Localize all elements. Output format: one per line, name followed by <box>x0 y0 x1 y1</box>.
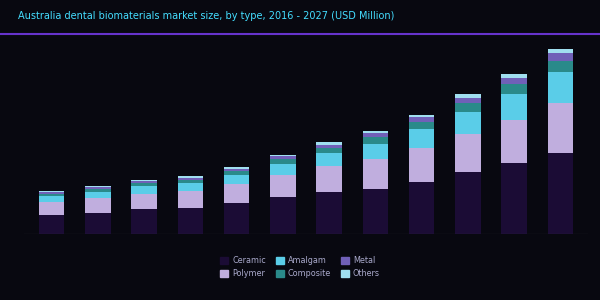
Bar <box>85 188 110 189</box>
Bar <box>131 186 157 194</box>
Bar <box>270 159 296 164</box>
Bar <box>316 192 342 234</box>
Bar <box>455 94 481 98</box>
Bar <box>178 178 203 180</box>
Bar <box>39 196 64 202</box>
Bar <box>502 74 527 78</box>
Bar <box>39 202 64 215</box>
Bar <box>409 118 434 122</box>
Bar <box>362 131 388 134</box>
Bar <box>85 192 110 198</box>
Bar <box>178 176 203 178</box>
Bar <box>85 198 110 213</box>
Bar <box>131 183 157 186</box>
Bar <box>455 172 481 234</box>
Bar <box>131 181 157 183</box>
Bar <box>178 208 203 234</box>
Bar <box>548 49 573 53</box>
Bar <box>316 145 342 148</box>
Bar <box>316 153 342 166</box>
Bar <box>316 166 342 192</box>
Bar <box>39 192 64 194</box>
Bar <box>85 213 110 234</box>
Bar <box>502 84 527 94</box>
Bar <box>502 120 527 163</box>
Bar <box>548 53 573 61</box>
Text: Australia dental biomaterials market size, by type, 2016 - 2027 (USD Million): Australia dental biomaterials market siz… <box>18 11 394 21</box>
Bar <box>224 175 250 184</box>
Bar <box>131 180 157 181</box>
Bar <box>270 197 296 234</box>
Bar <box>455 112 481 134</box>
Bar <box>270 157 296 159</box>
Bar <box>409 129 434 148</box>
Bar <box>362 144 388 159</box>
Bar <box>362 137 388 144</box>
Bar <box>224 171 250 175</box>
Bar <box>409 122 434 129</box>
Bar <box>270 155 296 157</box>
Bar <box>409 148 434 182</box>
Bar <box>455 98 481 103</box>
Bar <box>178 183 203 191</box>
Legend: Ceramic, Polymer, Amalgam, Composite, Metal, Others: Ceramic, Polymer, Amalgam, Composite, Me… <box>220 256 380 278</box>
Bar <box>39 191 64 192</box>
Bar <box>362 134 388 137</box>
Bar <box>548 103 573 153</box>
Bar <box>316 148 342 153</box>
Bar <box>85 189 110 192</box>
Bar <box>316 142 342 145</box>
Bar <box>178 180 203 183</box>
Bar <box>362 159 388 189</box>
Bar <box>270 164 296 175</box>
Bar <box>548 72 573 103</box>
Bar <box>131 194 157 209</box>
Bar <box>502 94 527 120</box>
Bar <box>39 215 64 234</box>
Bar <box>224 184 250 203</box>
Bar <box>131 209 157 234</box>
Bar <box>224 167 250 169</box>
Bar <box>39 194 64 196</box>
Bar <box>455 134 481 172</box>
Bar <box>502 78 527 84</box>
Bar <box>548 153 573 234</box>
Bar <box>455 103 481 112</box>
Bar <box>502 163 527 234</box>
Bar <box>548 61 573 72</box>
Bar <box>362 189 388 234</box>
Bar <box>224 169 250 171</box>
Bar <box>409 115 434 118</box>
Bar <box>409 182 434 234</box>
Bar <box>178 191 203 208</box>
Bar <box>270 175 296 197</box>
Bar <box>224 203 250 234</box>
Bar <box>85 186 110 188</box>
